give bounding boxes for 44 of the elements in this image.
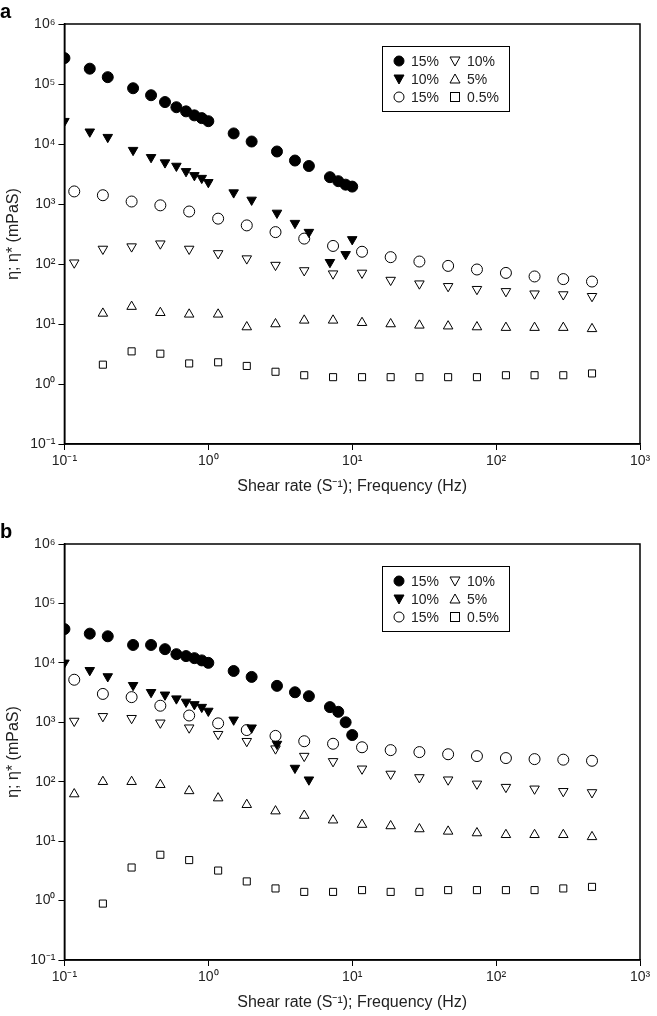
legend-label: 0.5% xyxy=(467,89,499,105)
y-tick-label: 10² xyxy=(35,772,56,789)
x-tick-label: 10⁻¹ xyxy=(51,968,78,985)
y-tick-label: 10³ xyxy=(35,194,56,211)
y-tick-label: 10⁻¹ xyxy=(30,950,56,967)
y-tick-label: 10⁵ xyxy=(34,594,56,611)
y-tick-label: 10⁶ xyxy=(34,534,56,551)
x-tick-label: 10² xyxy=(485,968,507,985)
legend-label: 15% xyxy=(411,53,440,69)
y-tick-label: 10⁶ xyxy=(34,14,56,31)
chart-title: a xyxy=(0,0,12,22)
y-axis-title: η; η* (mPaS) xyxy=(4,188,22,280)
legend-label: 15% xyxy=(411,609,440,625)
x-tick-label: 10³ xyxy=(629,452,651,469)
y-tick-label: 10³ xyxy=(35,713,56,730)
x-axis-title: Shear rate (S⁻¹); Frequency (Hz) xyxy=(237,476,468,494)
y-tick-label: 10¹ xyxy=(35,314,56,331)
legend-label: 15% xyxy=(411,573,440,589)
y-tick-label: 10⁰ xyxy=(34,374,56,391)
legend-label: 5% xyxy=(467,71,488,87)
legend-label: 10% xyxy=(411,591,440,607)
y-tick-label: 10⁻¹ xyxy=(30,434,56,451)
legend-label: 10% xyxy=(467,573,496,589)
legend-label: 10% xyxy=(411,71,440,87)
legend-label: 0.5% xyxy=(467,609,499,625)
x-tick-label: 10⁰ xyxy=(198,968,219,985)
x-tick-label: 10¹ xyxy=(342,452,363,469)
x-axis-title: Shear rate (S⁻¹); Frequency (Hz) xyxy=(237,992,468,1010)
x-tick-label: 10¹ xyxy=(342,968,363,985)
x-tick-label: 10³ xyxy=(629,968,651,985)
y-tick-label: 10⁴ xyxy=(33,653,56,670)
y-axis-title: η; η* (mPaS) xyxy=(4,706,22,798)
y-tick-label: 10⁵ xyxy=(34,74,56,91)
x-tick-label: 10⁰ xyxy=(198,452,219,469)
y-tick-label: 10² xyxy=(35,254,56,271)
x-tick-label: 10² xyxy=(485,452,507,469)
x-tick-label: 10⁻¹ xyxy=(51,452,78,469)
chart-title: b xyxy=(0,519,13,542)
y-tick-label: 10¹ xyxy=(35,832,56,848)
legend-label: 5% xyxy=(467,591,488,607)
legend-label: 10% xyxy=(467,53,496,69)
legend-label: 15% xyxy=(411,89,440,105)
y-tick-label: 10⁴ xyxy=(33,134,56,151)
y-tick-label: 10⁰ xyxy=(34,891,56,908)
